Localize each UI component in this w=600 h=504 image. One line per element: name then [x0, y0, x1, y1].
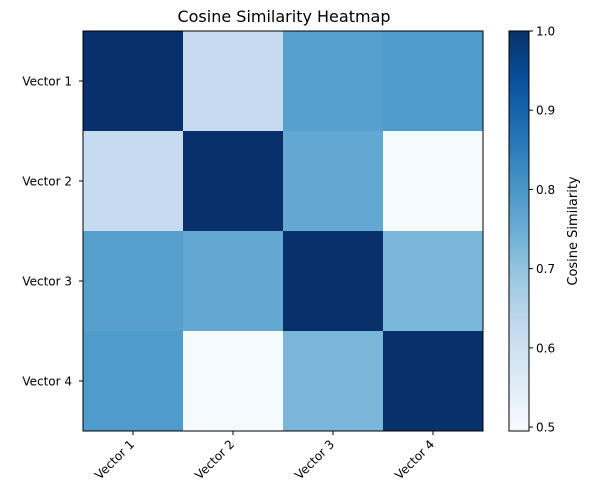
x-tick-label: Vector 1: [92, 437, 137, 482]
heatmap-cell-r1-c1: [83, 31, 184, 132]
heatmap-cell-r4-c1: [83, 331, 184, 432]
heatmap-cell-r3-c3: [283, 231, 384, 332]
colorbar-tick-label: 0.9: [536, 104, 555, 118]
y-tick-label: Vector 1: [22, 75, 72, 89]
chart-title: Cosine Similarity Heatmap: [177, 7, 390, 26]
colorbar-label: Cosine Similarity: [566, 176, 581, 286]
y-tick-label: Vector 2: [22, 175, 72, 189]
x-tick-label: Vector 4: [392, 437, 437, 482]
x-tick-label: Vector 2: [192, 437, 237, 482]
colorbar-tick-label: 1.0: [536, 25, 555, 39]
heatmap-cell-r2-c3: [283, 131, 384, 232]
heatmap-cell-r2-c2: [183, 131, 284, 232]
colorbar: 0.5 0.6 0.7 0.8 0.9 1.0: [508, 25, 555, 435]
colorbar-tick-label: 0.7: [536, 262, 555, 276]
x-tick-label: Vector 3: [292, 437, 337, 482]
colorbar-gradient: [508, 30, 530, 432]
plot-frame: [82, 30, 484, 432]
heatmap-cell-r2-c4: [383, 131, 484, 232]
y-tick-label: Vector 3: [22, 275, 72, 289]
colorbar-tick-label: 0.5: [536, 421, 555, 435]
heatmap-cell-r3-c2: [183, 231, 284, 332]
heatmap-cell-r3-c1: [83, 231, 184, 332]
colorbar-tick-label: 0.8: [536, 183, 555, 197]
y-tick-label: Vector 4: [22, 375, 72, 389]
colorbar-tick-label: 0.6: [536, 341, 555, 355]
heatmap-cell-r1-c2: [183, 31, 284, 132]
heatmap-cell-r2-c1: [83, 131, 184, 232]
heatmap-cell-r4-c4: [383, 331, 484, 432]
heatmap-cell-r1-c4: [383, 31, 484, 132]
heatmap-cell-r1-c3: [283, 31, 384, 132]
heatmap-cell-r4-c2: [183, 331, 284, 432]
heatmap-cell-r3-c4: [383, 231, 484, 332]
heatmap-cells: [83, 31, 484, 432]
heatmap-cell-r4-c3: [283, 331, 384, 432]
